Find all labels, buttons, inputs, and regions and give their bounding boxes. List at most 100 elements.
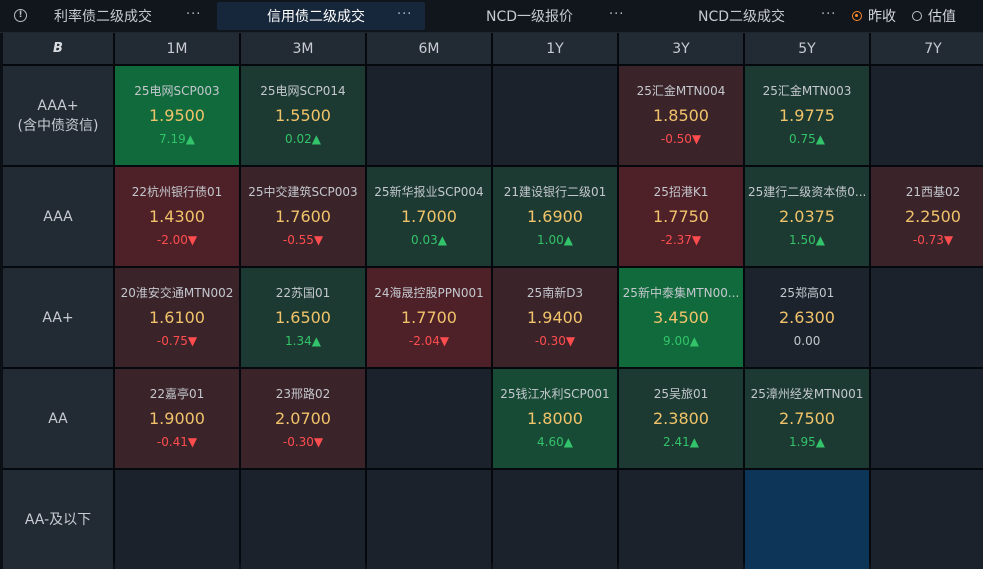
bond-yield: 1.5500 [275,106,331,126]
matrix-cell-empty [619,470,743,569]
matrix-cell-bond[interactable]: 25汇金MTN004 1.8500 -0.50▼ [619,66,743,165]
matrix-cell-bond[interactable]: 25建行二级资本债0... 2.0375 1.50▲ [745,167,869,266]
column-header[interactable]: 1Y [493,33,617,64]
tab-ncd-primary-quote[interactable]: NCD一级报价 [486,2,573,30]
bond-change: 1.00▲ [537,233,573,248]
radio-label: 昨收 [868,6,896,26]
radio-unchecked-icon [912,11,922,21]
bond-name: 25吴旅01 [654,387,709,402]
matrix-cell-empty [241,470,365,569]
matrix-cell-bond[interactable]: 25汇金MTN003 1.9775 0.75▲ [745,66,869,165]
matrix-cell-bond[interactable]: 25漳州经发MTN001 2.7500 1.95▲ [745,369,869,468]
rating-row-header: AA-及以下 [3,470,113,569]
matrix-cell-bond[interactable]: 21西基02 2.2500 -0.73▼ [871,167,983,266]
bond-change: -0.30▼ [535,334,575,349]
matrix-cell-bond[interactable]: 25招港K1 1.7750 -2.37▼ [619,167,743,266]
matrix-cell-selected[interactable] [745,470,869,569]
matrix-cell-empty [115,470,239,569]
matrix-cell-bond[interactable]: 23邢路02 2.0700 -0.30▼ [241,369,365,468]
bond-name: 25招港K1 [654,185,709,200]
matrix-cell-bond[interactable]: 20淮安交通MTN002 1.6100 -0.75▼ [115,268,239,367]
corner-cell: B [3,33,113,64]
matrix-cell-empty [871,66,983,165]
rating-row-header: AA [3,369,113,468]
tab-credit-bond-more-icon[interactable]: ··· [397,8,412,22]
bond-change: 0.00 [794,334,821,349]
column-header[interactable]: 7Y [871,33,983,64]
matrix-cell-bond[interactable]: 25新华报业SCP004 1.7000 0.03▲ [367,167,491,266]
bond-yield: 1.8500 [653,106,709,126]
tab-ncd-secondary[interactable]: NCD二级成交 [698,2,785,30]
rating-row-header: AAA+ (含中债资信) [3,66,113,165]
matrix-cell-bond[interactable]: 24海晟控股PPN001 1.7700 -2.04▼ [367,268,491,367]
radio-valuation[interactable]: 估值 [912,0,956,32]
bond-change: -0.50▼ [661,132,701,147]
bond-yield: 1.8000 [527,409,583,429]
bond-change: 7.19▲ [159,132,195,147]
bond-change: 1.95▲ [789,435,825,450]
tab-rate-bond-more-icon[interactable]: ··· [186,8,201,22]
matrix-cell-bond[interactable]: 25中交建筑SCP003 1.7600 -0.55▼ [241,167,365,266]
matrix-cell-empty [367,66,491,165]
bond-yield: 2.0375 [779,207,835,227]
tab-rate-bond-secondary[interactable]: 利率债二级成交 [54,2,152,30]
matrix-cell-bond[interactable]: 25电网SCP003 1.9500 7.19▲ [115,66,239,165]
bond-name: 22嘉亭01 [150,387,205,402]
tab-ncd-primary-more-icon[interactable]: ··· [609,8,624,22]
bond-change: -0.73▼ [913,233,953,248]
bond-name: 25新中泰集MTN00... [623,286,740,301]
rating-label: AA-及以下 [25,510,91,530]
matrix-cell-bond[interactable]: 22嘉亭01 1.9000 -0.41▼ [115,369,239,468]
matrix-cell-bond[interactable]: 25钱江水利SCP001 1.8000 4.60▲ [493,369,617,468]
column-header[interactable]: 1M [115,33,239,64]
matrix-cell-bond[interactable]: 25吴旅01 2.3800 2.41▲ [619,369,743,468]
tab-bar: ! 利率债二级成交 ··· 信用债二级成交 ··· NCD一级报价 ··· NC… [0,0,983,33]
column-header[interactable]: 3Y [619,33,743,64]
bond-yield: 1.9000 [149,409,205,429]
bond-name: 22杭州银行债01 [132,185,223,200]
tab-label: NCD一级报价 [486,6,573,26]
bond-yield: 3.4500 [653,308,709,328]
bond-yield: 1.4300 [149,207,205,227]
bond-change: 9.00▲ [663,334,699,349]
bond-name: 25漳州经发MTN001 [751,387,864,402]
matrix-cell-bond[interactable]: 25南新D3 1.9400 -0.30▼ [493,268,617,367]
rating-label: (含中债资信) [18,116,99,136]
rating-row-header: AA+ [3,268,113,367]
matrix-cell-bond[interactable]: 21建设银行二级01 1.6900 1.00▲ [493,167,617,266]
bond-change: 2.41▲ [663,435,699,450]
column-header[interactable]: 3M [241,33,365,64]
matrix-cell-bond[interactable]: 22杭州银行债01 1.4300 -2.00▼ [115,167,239,266]
rating-label: AAA [43,207,73,227]
bond-yield: 1.9775 [779,106,835,126]
column-header[interactable]: 5Y [745,33,869,64]
tab-ncd-secondary-more-icon[interactable]: ··· [821,8,836,22]
bond-yield: 2.3800 [653,409,709,429]
bond-name: 20淮安交通MTN002 [121,286,234,301]
bond-name: 25电网SCP003 [134,84,219,99]
rating-row-header: AAA [3,167,113,266]
matrix-cell-bond[interactable]: 25电网SCP014 1.5500 0.02▲ [241,66,365,165]
bond-name: 25南新D3 [527,286,583,301]
bond-yield: 1.6500 [275,308,331,328]
matrix-cell-bond[interactable]: 25新中泰集MTN00... 3.4500 9.00▲ [619,268,743,367]
bond-change: -0.75▼ [157,334,197,349]
bond-yield: 2.6300 [779,308,835,328]
bond-yield: 1.6900 [527,207,583,227]
radio-prev-close[interactable]: 昨收 [852,0,896,32]
bond-change: -2.37▼ [661,233,701,248]
bond-yield: 2.2500 [905,207,961,227]
bond-yield: 1.7000 [401,207,457,227]
matrix-cell-bond[interactable]: 25郑高01 2.6300 0.00 [745,268,869,367]
column-header[interactable]: 6M [367,33,491,64]
tab-credit-bond-secondary[interactable]: 信用债二级成交 [217,2,425,30]
bond-change: 4.60▲ [537,435,573,450]
matrix-cell-bond[interactable]: 22苏国01 1.6500 1.34▲ [241,268,365,367]
matrix-cell-empty [871,268,983,367]
bond-name: 25郑高01 [780,286,835,301]
rating-label: AA [48,409,68,429]
bond-name: 25钱江水利SCP001 [500,387,609,402]
bond-change: -0.55▼ [283,233,323,248]
info-icon[interactable]: ! [14,9,27,22]
matrix-cell-empty [493,66,617,165]
